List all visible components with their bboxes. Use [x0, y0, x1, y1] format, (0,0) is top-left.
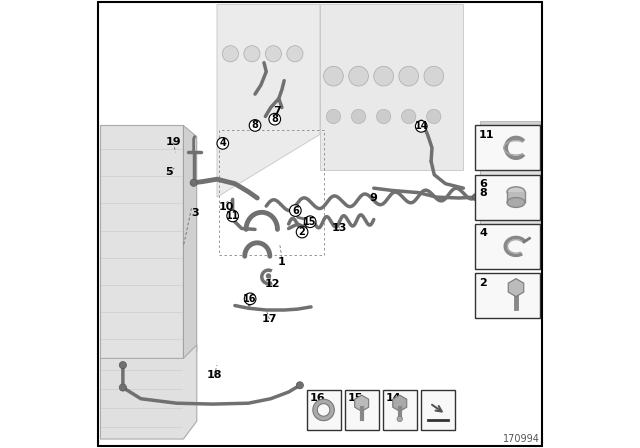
Text: 11: 11: [226, 211, 239, 221]
Circle shape: [305, 216, 316, 228]
Circle shape: [190, 179, 197, 186]
Text: 7: 7: [273, 106, 282, 116]
Text: 17: 17: [262, 314, 277, 324]
Circle shape: [289, 205, 301, 216]
Bar: [344, 390, 379, 430]
Text: 1: 1: [278, 257, 286, 267]
Text: 9: 9: [370, 194, 378, 203]
Polygon shape: [481, 121, 540, 134]
Polygon shape: [100, 125, 183, 363]
Text: 13: 13: [332, 224, 347, 233]
Bar: [474, 273, 540, 318]
Circle shape: [269, 113, 280, 125]
Circle shape: [415, 121, 427, 132]
Text: 16: 16: [243, 294, 257, 304]
Circle shape: [227, 210, 239, 222]
Circle shape: [119, 384, 127, 391]
Text: 5: 5: [165, 168, 173, 177]
Text: 4: 4: [220, 138, 226, 148]
Text: 2: 2: [479, 278, 487, 288]
Circle shape: [326, 109, 340, 124]
Circle shape: [119, 362, 127, 369]
Circle shape: [266, 46, 282, 62]
Circle shape: [351, 109, 365, 124]
Text: 3: 3: [191, 208, 199, 218]
Circle shape: [287, 46, 303, 62]
Ellipse shape: [507, 198, 525, 207]
Text: 8: 8: [271, 114, 278, 124]
Circle shape: [472, 194, 479, 201]
Ellipse shape: [507, 187, 525, 197]
Bar: [474, 175, 540, 220]
Text: 14: 14: [415, 121, 428, 131]
Text: 8: 8: [252, 121, 259, 130]
Circle shape: [296, 382, 303, 389]
Bar: [474, 224, 540, 269]
Text: 8: 8: [479, 188, 487, 198]
Text: 10: 10: [218, 202, 234, 212]
Text: 14: 14: [385, 393, 401, 403]
Polygon shape: [217, 4, 320, 197]
Text: 6: 6: [292, 206, 299, 215]
Text: 4: 4: [479, 228, 487, 238]
Text: 2: 2: [299, 227, 305, 237]
Text: 11: 11: [479, 130, 495, 140]
Text: 19: 19: [165, 138, 181, 147]
Bar: [421, 390, 455, 430]
Circle shape: [374, 66, 394, 86]
Circle shape: [427, 109, 441, 124]
Circle shape: [249, 120, 261, 131]
Polygon shape: [100, 345, 196, 439]
Polygon shape: [320, 4, 463, 170]
Circle shape: [266, 273, 271, 279]
Text: 15: 15: [303, 217, 317, 227]
Bar: [474, 125, 540, 170]
Circle shape: [324, 66, 343, 86]
Circle shape: [399, 66, 419, 86]
Circle shape: [424, 66, 444, 86]
Circle shape: [376, 109, 391, 124]
Circle shape: [401, 109, 416, 124]
Circle shape: [244, 293, 256, 305]
Bar: [383, 390, 417, 430]
Text: 170994: 170994: [502, 435, 540, 444]
Text: 16: 16: [309, 393, 325, 403]
Circle shape: [244, 46, 260, 62]
Circle shape: [222, 46, 239, 62]
Circle shape: [349, 66, 369, 86]
Circle shape: [296, 226, 308, 238]
Polygon shape: [481, 134, 540, 251]
Text: 18: 18: [207, 370, 222, 380]
Polygon shape: [183, 125, 196, 363]
Circle shape: [397, 416, 403, 422]
Text: 12: 12: [264, 280, 280, 289]
Circle shape: [217, 138, 228, 149]
Bar: [507, 192, 525, 202]
Text: 6: 6: [479, 179, 487, 189]
Text: 15: 15: [348, 393, 363, 403]
Bar: [307, 390, 340, 430]
